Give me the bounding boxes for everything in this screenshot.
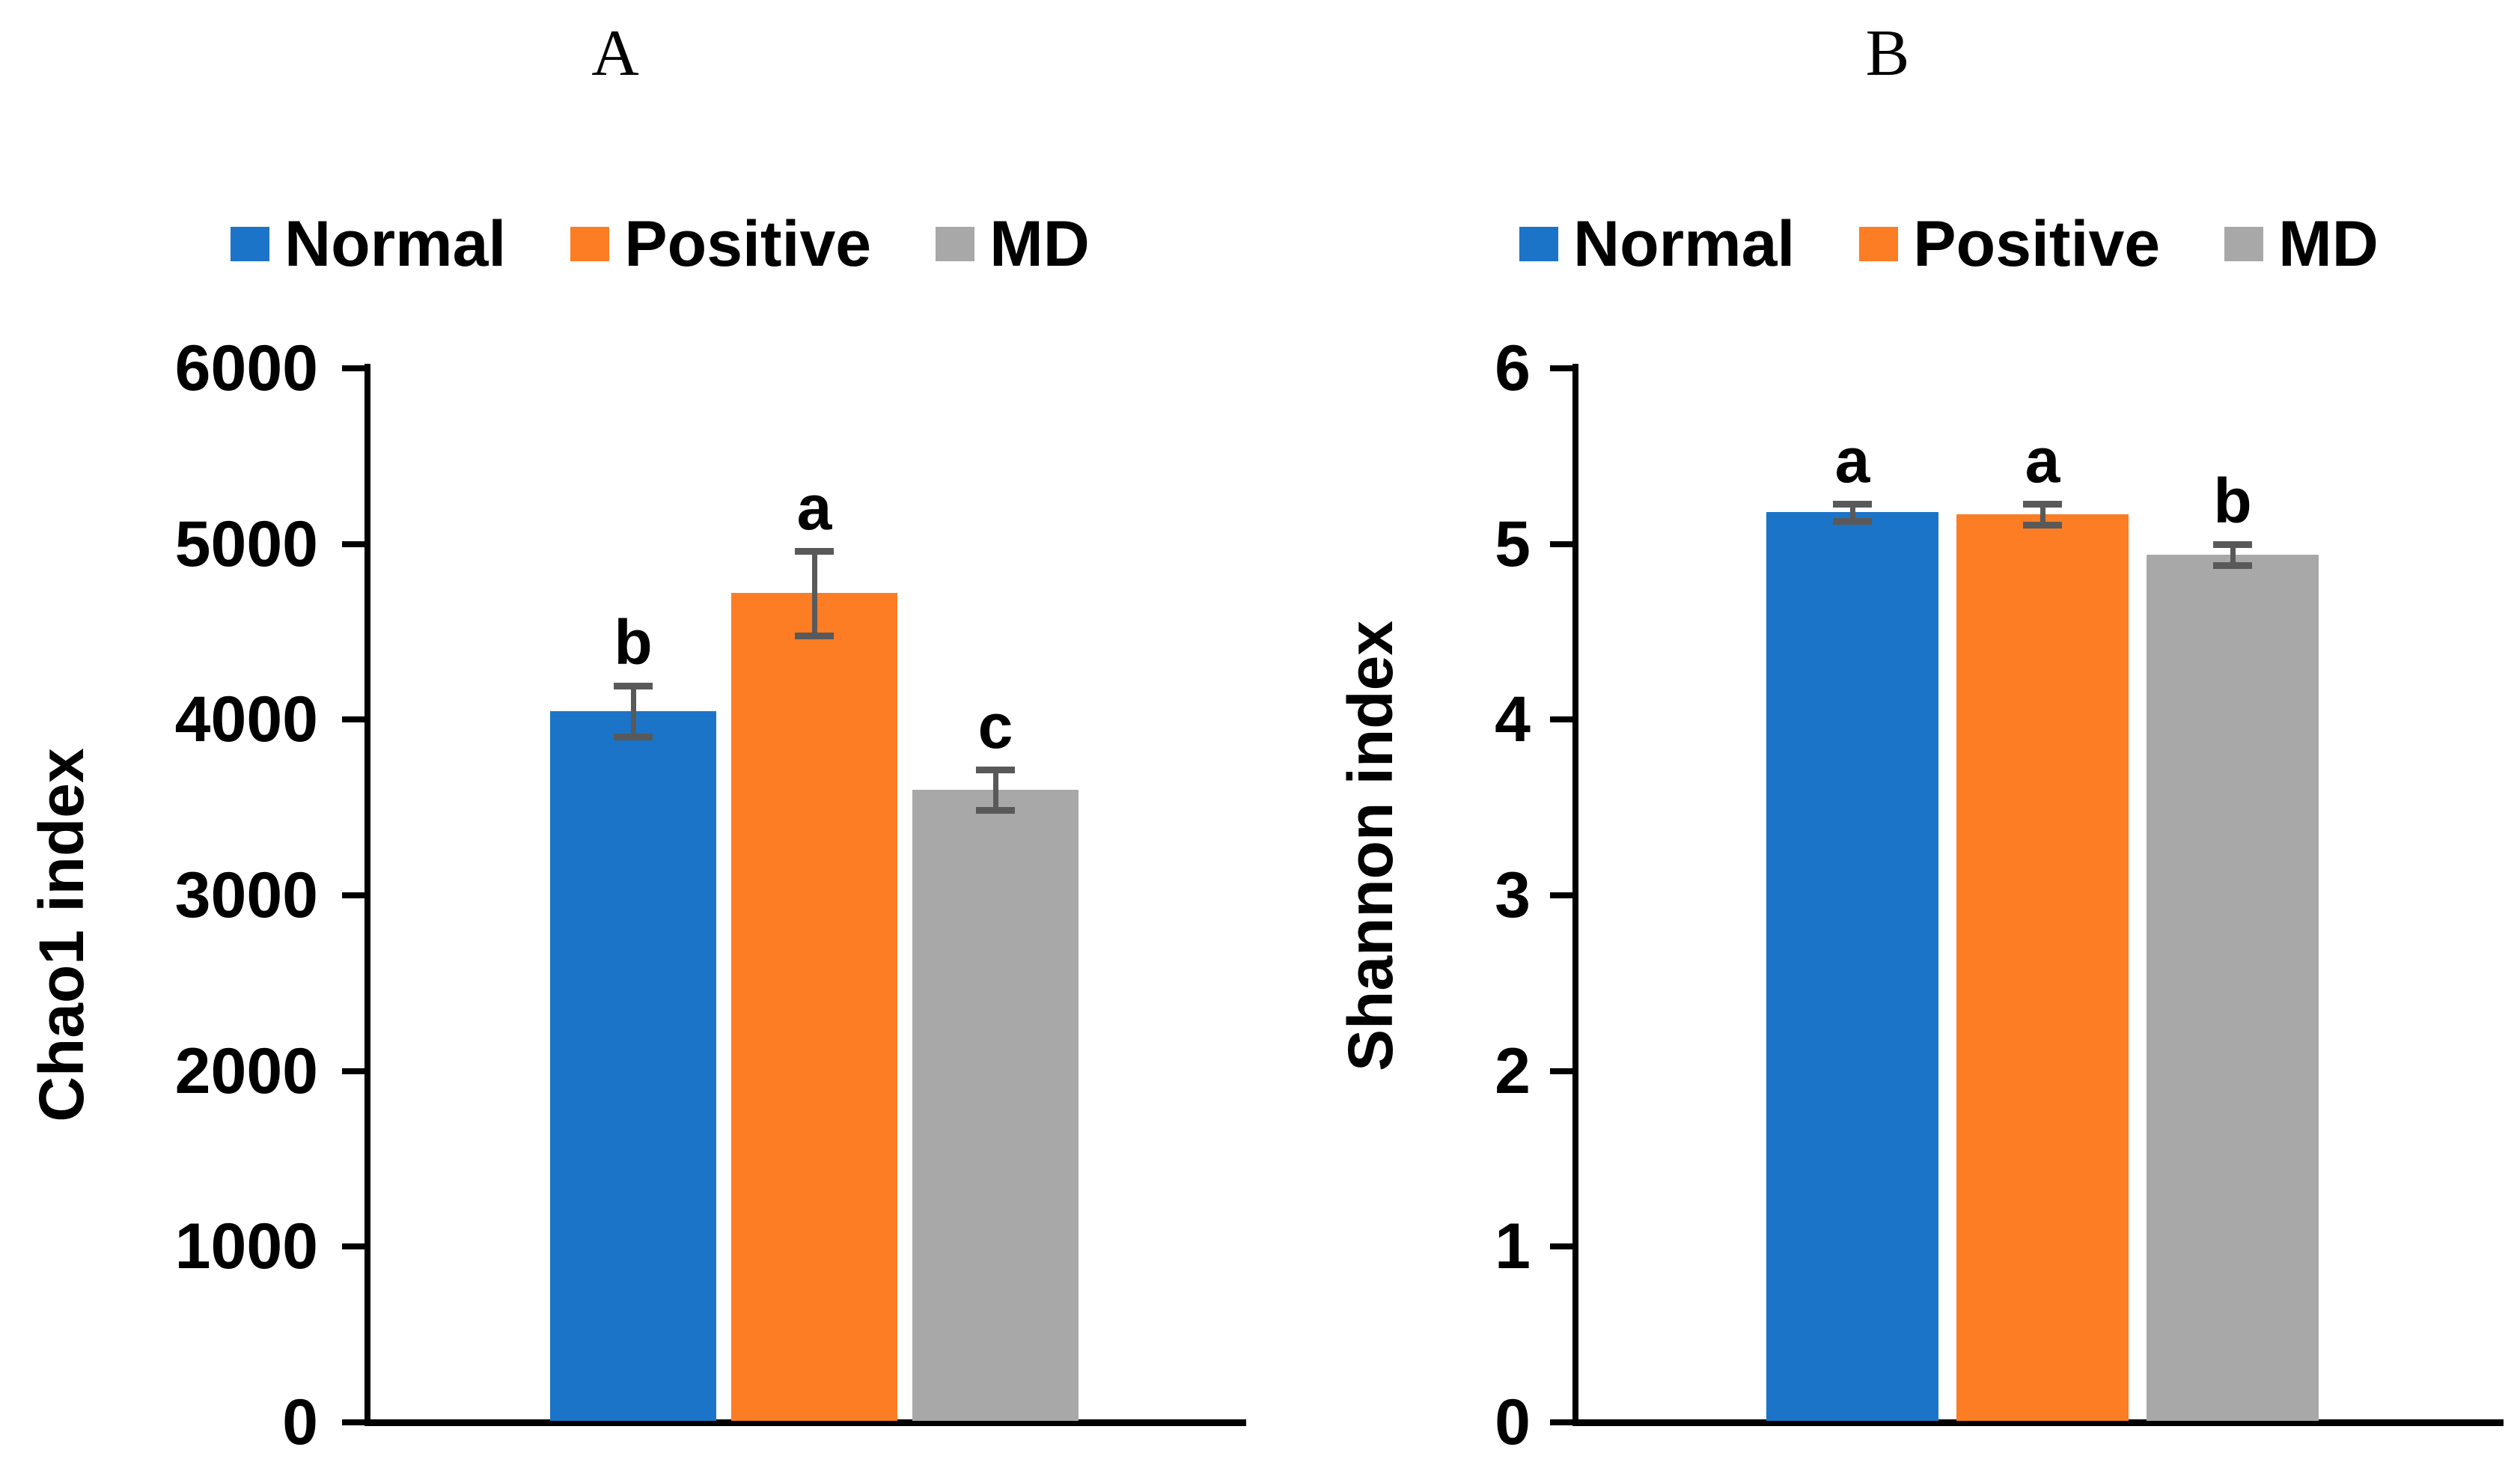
error-bar-top-cap bbox=[614, 682, 653, 689]
y-tick-mark bbox=[1550, 1243, 1572, 1250]
panel-a-title: A bbox=[591, 17, 639, 90]
y-tick-label: 5000 bbox=[174, 508, 318, 580]
legend-item-normal: Normal bbox=[231, 212, 506, 276]
error-bar-md bbox=[2230, 543, 2236, 565]
panel-b-title: B bbox=[1865, 17, 1910, 90]
panel-a-legend: Normal Positive MD bbox=[231, 207, 1090, 281]
significance-letter-positive: a bbox=[2025, 424, 2060, 496]
legend-swatch-md bbox=[2224, 227, 2264, 261]
y-tick-label: 5 bbox=[1495, 508, 1531, 580]
legend-label-md: MD bbox=[2278, 208, 2379, 280]
y-tick-mark bbox=[1550, 892, 1572, 898]
legend-item-md: MD bbox=[2224, 212, 2379, 276]
y-tick-label: 2000 bbox=[174, 1035, 318, 1107]
panel-a-plot: 0 1000 2000 3000 4000 5000 6000 b a c bbox=[174, 332, 1246, 1458]
legend-swatch-positive bbox=[570, 227, 610, 261]
bar-positive bbox=[1956, 514, 2129, 1421]
bar-normal bbox=[1766, 512, 1938, 1421]
panel-b-plot: 0 1 2 3 4 5 6 a a b bbox=[1260, 0, 2519, 1477]
error-bar-bottom-cap bbox=[2213, 561, 2252, 569]
y-tick-mark bbox=[342, 1068, 364, 1074]
significance-letter-md: b bbox=[2213, 465, 2252, 536]
y-tick-label: 2 bbox=[1495, 1035, 1531, 1107]
legend-item-positive: Positive bbox=[1859, 212, 2160, 276]
y-tick-mark bbox=[342, 892, 364, 898]
error-bar-bottom-cap bbox=[1833, 518, 1872, 526]
y-tick-label: 3000 bbox=[174, 859, 318, 931]
error-bar-top-cap bbox=[1833, 500, 1872, 508]
error-bar-bottom-cap bbox=[2023, 521, 2062, 529]
x-axis-line bbox=[1572, 1419, 2504, 1426]
legend-label-normal: Normal bbox=[1573, 208, 1796, 280]
error-bar-top-cap bbox=[2213, 540, 2252, 548]
y-tick-mark bbox=[1550, 716, 1572, 723]
y-tick-mark bbox=[342, 365, 364, 371]
y-tick-label: 1 bbox=[1495, 1210, 1531, 1283]
y-tick-mark bbox=[1550, 1068, 1572, 1074]
y-tick-mark bbox=[1550, 365, 1572, 371]
y-tick-label: 4 bbox=[1495, 683, 1531, 756]
bar-positive bbox=[731, 593, 897, 1421]
y-tick-label: 6 bbox=[1495, 332, 1531, 404]
legend-item-normal: Normal bbox=[1519, 212, 1795, 276]
legend-swatch-normal bbox=[231, 227, 269, 261]
y-tick-mark bbox=[342, 1419, 364, 1425]
legend-label-normal: Normal bbox=[284, 208, 507, 280]
y-tick-mark bbox=[1550, 1419, 1572, 1425]
error-bar-top-cap bbox=[976, 767, 1015, 774]
error-bar-normal bbox=[1849, 503, 1855, 522]
legend-label-positive: Positive bbox=[624, 208, 872, 280]
significance-letter-normal: b bbox=[614, 606, 653, 677]
bar-md bbox=[912, 790, 1079, 1421]
y-tick-label: 3 bbox=[1495, 859, 1531, 931]
legend-swatch-md bbox=[936, 227, 975, 261]
error-bar-md bbox=[992, 770, 998, 811]
y-tick-label: 0 bbox=[1495, 1386, 1531, 1458]
panel-a: A Normal Positive MD Chao1 index 0 1000 20… bbox=[26, 17, 1246, 1458]
y-tick-label: 0 bbox=[282, 1386, 318, 1458]
legend-item-md: MD bbox=[936, 212, 1090, 276]
legend-label-md: MD bbox=[989, 208, 1090, 280]
legend-label-positive: Positive bbox=[1913, 208, 2161, 280]
y-axis-line bbox=[364, 364, 370, 1425]
error-bar-positive bbox=[811, 551, 817, 636]
bar-normal bbox=[550, 710, 716, 1421]
panel-b-legend: Normal Positive MD bbox=[1519, 207, 2379, 281]
legend-swatch-normal bbox=[1519, 227, 1558, 261]
y-tick-mark bbox=[342, 1243, 364, 1250]
y-tick-label: 4000 bbox=[174, 683, 318, 756]
significance-letter-normal: a bbox=[1834, 424, 1870, 496]
y-tick-label: 1000 bbox=[174, 1210, 318, 1283]
significance-letter-positive: a bbox=[796, 472, 832, 543]
y-tick-label: 6000 bbox=[174, 332, 318, 404]
y-axis-line bbox=[1572, 364, 1578, 1425]
legend-swatch-positive bbox=[1859, 227, 1899, 261]
error-bar-top-cap bbox=[2023, 500, 2062, 508]
significance-letter-md: c bbox=[977, 691, 1013, 762]
error-bar-bottom-cap bbox=[795, 632, 834, 639]
bar-md bbox=[2147, 554, 2319, 1421]
x-axis-line bbox=[364, 1419, 1246, 1426]
y-tick-mark bbox=[342, 716, 364, 723]
error-bar-top-cap bbox=[795, 548, 834, 555]
y-tick-mark bbox=[342, 540, 364, 547]
legend-item-positive: Positive bbox=[570, 212, 871, 276]
error-bar-bottom-cap bbox=[614, 733, 653, 740]
error-bar-positive bbox=[2040, 503, 2045, 525]
error-bar-bottom-cap bbox=[976, 807, 1015, 814]
error-bar-normal bbox=[630, 685, 636, 737]
y-tick-mark bbox=[1550, 540, 1572, 547]
